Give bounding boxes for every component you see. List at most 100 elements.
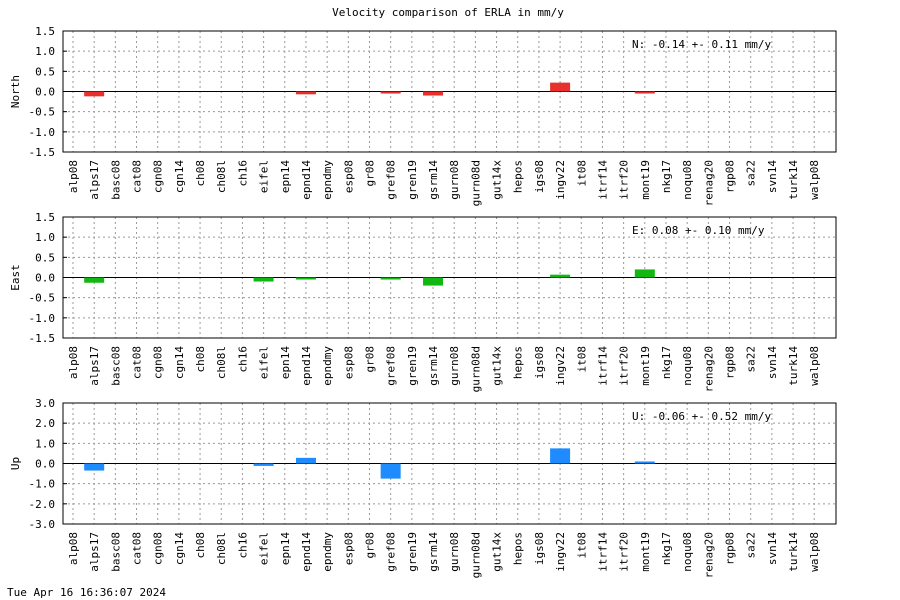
x-tick-label: svn14 <box>766 160 779 193</box>
x-tick-label: epndmy <box>321 346 334 386</box>
x-tick-label: cgn14 <box>173 532 186 565</box>
y-tick-label: 0.0 <box>35 86 55 99</box>
x-tick-label: gurn08 <box>448 532 461 572</box>
plot-frame <box>62 30 837 153</box>
x-tick-label: gref08 <box>385 532 398 572</box>
x-tick-label: turk14 <box>787 532 800 572</box>
x-tick-label: epndmy <box>321 532 334 572</box>
x-tick-label: turk14 <box>787 160 800 200</box>
x-tick-label: gren19 <box>406 532 419 572</box>
x-tick-label: gsrm14 <box>427 532 440 572</box>
bar-gref08 <box>380 91 401 94</box>
y-tick-label: -0.5 <box>29 106 56 119</box>
bar-mont19 <box>634 91 655 94</box>
x-tick-label: igs08 <box>533 532 546 565</box>
x-tick-label: epndmy <box>321 160 334 200</box>
x-tick-label: renag20 <box>702 160 715 206</box>
x-tick-label: walp08 <box>808 160 821 200</box>
bar-alps17 <box>84 91 105 97</box>
x-tick-label: ch16 <box>236 346 249 373</box>
x-tick-label: hepos <box>512 160 525 193</box>
x-tick-label: ingv22 <box>554 346 567 386</box>
x-tick-label: alp08 <box>67 532 80 565</box>
bar-ingv22 <box>550 82 571 92</box>
x-tick-label: basc08 <box>109 160 122 200</box>
x-tick-label: epn14 <box>279 346 292 379</box>
x-tick-label: epnd14 <box>300 346 313 386</box>
x-tick-label: nkg17 <box>660 346 673 379</box>
stats-annotation: U: -0.06 +- 0.52 mm/y <box>632 410 771 423</box>
y-tick-label: 3.0 <box>35 397 55 410</box>
plot-frame <box>62 216 837 339</box>
x-tick-label: esp08 <box>342 160 355 193</box>
y-tick-label: 0.5 <box>35 65 55 78</box>
x-tick-label: ch16 <box>236 160 249 187</box>
panel-east: 1.5 1.0 0.5 0.0 -0.5 -1.0 -1.5 alp08 alps17 basc0… <box>9 211 837 392</box>
bar-gsrm14 <box>423 277 444 286</box>
bar-gsrm14 <box>423 91 444 96</box>
y-tick-label: 2.0 <box>35 417 55 430</box>
x-tick-label: walp08 <box>808 346 821 386</box>
y-tick-label: 1.5 <box>35 211 55 224</box>
x-tick-label: gren19 <box>406 346 419 386</box>
x-tick-label: hepos <box>512 346 525 379</box>
x-tick-label: gren19 <box>406 160 419 200</box>
bar-epnd14 <box>295 277 316 280</box>
x-tick-label: itrf20 <box>618 346 631 386</box>
y-axis-label: North <box>9 75 22 108</box>
x-tick-label: gut14x <box>491 346 504 386</box>
x-tick-label: basc08 <box>109 346 122 386</box>
x-tick-label: it08 <box>575 532 588 559</box>
x-tick-label: ingv22 <box>554 532 567 572</box>
x-tick-label: gref08 <box>385 160 398 200</box>
panel-up: 3.0 2.0 1.0 0.0 -1.0 -2.0 -3.0 alp08 alps17 basc0… <box>9 397 837 578</box>
x-tick-label: gr08 <box>363 160 376 187</box>
x-tick-label: gurn08 <box>448 160 461 200</box>
x-tick-label: rgp08 <box>724 532 737 565</box>
x-tick-label: cgn14 <box>173 160 186 193</box>
bar-ingv22 <box>550 448 571 464</box>
x-tick-label: itrf14 <box>596 532 609 572</box>
bar-mont19 <box>634 461 655 464</box>
x-tick-label: svn14 <box>766 532 779 565</box>
y-tick-label: -0.5 <box>29 292 56 305</box>
bar-eifel <box>253 463 274 466</box>
bar-eifel <box>253 277 274 282</box>
x-tick-label: it08 <box>575 160 588 187</box>
timestamp-footer: Tue Apr 16 16:36:07 2024 <box>7 586 166 599</box>
x-tick-label: gut14x <box>491 532 504 572</box>
x-tick-label: walp08 <box>808 532 821 572</box>
stats-annotation: E: 0.08 +- 0.10 mm/y <box>632 224 765 237</box>
x-tick-label: cgn08 <box>152 346 165 379</box>
y-tick-label: -1.5 <box>29 146 56 159</box>
y-tick-label: 1.0 <box>35 437 55 450</box>
y-tick-label: 1.5 <box>35 25 55 38</box>
y-tick-label: 0.0 <box>35 272 55 285</box>
x-tick-label: cat08 <box>131 160 144 193</box>
bar-alps17 <box>84 277 105 283</box>
plot-frame <box>62 402 837 525</box>
x-tick-label: rgp08 <box>724 160 737 193</box>
x-tick-label: mont19 <box>639 160 652 200</box>
x-tick-label: alp08 <box>67 160 80 193</box>
bar-mont19 <box>634 269 655 278</box>
x-tick-label: renag20 <box>702 532 715 578</box>
y-tick-label: -1.5 <box>29 332 56 345</box>
x-tick-label: eifel <box>258 160 271 193</box>
x-tick-label: epnd14 <box>300 160 313 200</box>
y-axis-label: East <box>9 264 22 291</box>
x-tick-label: cgn08 <box>152 532 165 565</box>
x-tick-label: igs08 <box>533 160 546 193</box>
x-tick-label: gref08 <box>385 346 398 386</box>
x-tick-label: basc08 <box>109 532 122 572</box>
x-tick-label: eifel <box>258 346 271 379</box>
x-tick-label: epn14 <box>279 160 292 193</box>
x-tick-label: alps17 <box>88 160 101 200</box>
x-tick-label: gut14x <box>491 160 504 200</box>
x-tick-label: sa22 <box>745 160 758 187</box>
y-tick-label: -1.0 <box>29 312 56 325</box>
x-tick-label: ch08 <box>194 532 207 559</box>
x-tick-label: alps17 <box>88 346 101 386</box>
chart-title: Velocity comparison of ERLA in mm/y <box>332 6 564 19</box>
y-tick-label: 0.5 <box>35 251 55 264</box>
